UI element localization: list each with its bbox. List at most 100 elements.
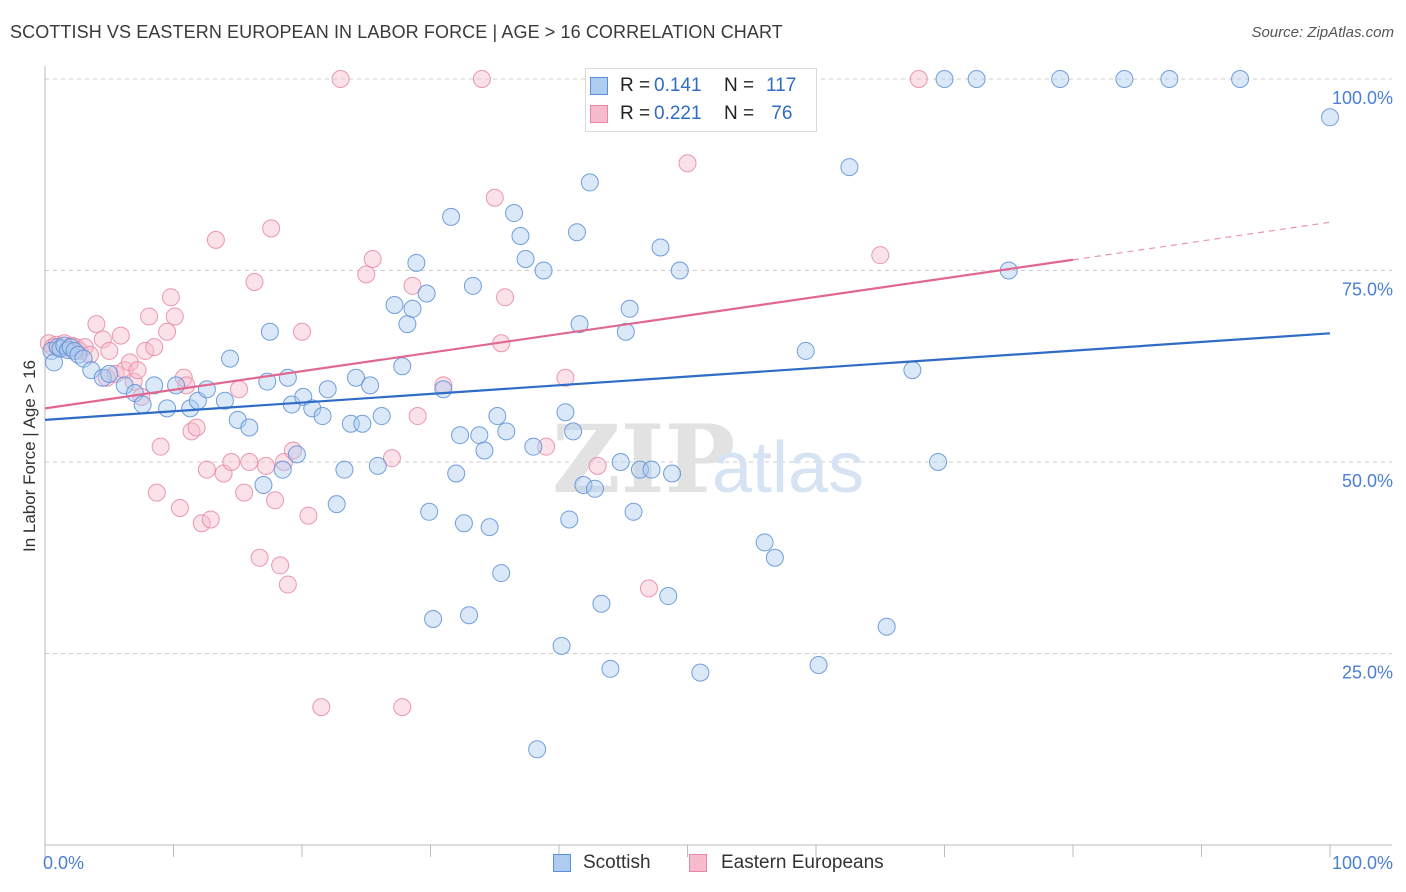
scottish-point bbox=[158, 399, 177, 418]
eastern-europeans-point bbox=[147, 483, 166, 502]
legend-n-value: 117 bbox=[766, 75, 797, 96]
eastern-europeans-point bbox=[158, 322, 177, 341]
y-tick-label: 100.0% bbox=[1332, 88, 1393, 108]
eastern-europeans-point bbox=[87, 315, 106, 334]
scottish-point bbox=[691, 663, 710, 682]
scottish-point bbox=[215, 391, 234, 410]
scottish-point bbox=[570, 315, 589, 334]
scottish-point bbox=[407, 253, 426, 272]
eastern-europeans-point bbox=[240, 453, 259, 471]
scottish-point bbox=[353, 414, 372, 433]
scottish-point bbox=[624, 502, 643, 521]
scottish-points bbox=[42, 70, 1339, 759]
scottish-point bbox=[133, 395, 152, 414]
scottish-point bbox=[534, 261, 553, 280]
eastern-europeans-point bbox=[393, 698, 412, 717]
eastern-europeans-point bbox=[93, 330, 112, 349]
scottish-point bbox=[877, 617, 896, 636]
watermark-zip: ZIP bbox=[552, 405, 735, 515]
eastern-europeans-point bbox=[278, 575, 297, 594]
scottish-point bbox=[181, 399, 200, 418]
legend-r-label: R = bbox=[620, 75, 651, 96]
eastern-europeans-trend-line bbox=[44, 258, 1074, 410]
scottish-point bbox=[346, 368, 365, 387]
eastern-europeans-point bbox=[271, 556, 290, 575]
scottish-point bbox=[497, 422, 516, 441]
eastern-europeans-point bbox=[266, 491, 285, 510]
scottish-point bbox=[254, 475, 273, 494]
scottish-point bbox=[327, 495, 346, 514]
legend-n-value: 76 bbox=[766, 103, 793, 124]
scottish-point bbox=[303, 399, 322, 418]
eastern-europeans-trend-extension bbox=[1072, 221, 1331, 261]
scottish-point bbox=[659, 587, 678, 606]
scottish-point bbox=[516, 250, 535, 269]
eastern-europeans-point bbox=[408, 407, 427, 426]
tick-labels: 25.0% 50.0% 75.0% 100.0% 0.0% 100.0% bbox=[43, 88, 1393, 873]
scottish-point bbox=[434, 380, 453, 399]
legend-row-eastern-europeans: R = 0.221 N = 76 bbox=[586, 100, 816, 128]
eastern-europeans-point bbox=[235, 483, 254, 502]
eastern-europeans-points bbox=[39, 70, 928, 717]
scottish-point bbox=[670, 261, 689, 280]
scottish-point bbox=[451, 426, 470, 445]
scottish-point bbox=[601, 659, 620, 678]
scottish-point bbox=[368, 456, 387, 475]
scottish-point bbox=[967, 70, 986, 88]
scottish-point bbox=[651, 238, 670, 257]
eastern-europeans-point bbox=[312, 698, 331, 717]
scottish-point bbox=[1321, 108, 1339, 127]
scottish-point bbox=[470, 426, 489, 445]
scottish-point bbox=[611, 453, 630, 471]
eastern-europeans-point bbox=[206, 230, 225, 249]
scottish-point bbox=[447, 464, 466, 483]
scottish-point bbox=[488, 407, 507, 426]
stats-legend: R = 0.141 N = 117 R = 0.221 N = 76 bbox=[585, 68, 817, 132]
y-tick-label: 50.0% bbox=[1342, 471, 1393, 491]
scottish-point bbox=[361, 376, 380, 395]
eastern-europeans-point bbox=[250, 548, 269, 567]
scottish-point bbox=[524, 437, 543, 456]
eastern-europeans-point bbox=[145, 338, 164, 357]
scottish-point bbox=[287, 445, 306, 464]
eastern-europeans-point bbox=[201, 510, 220, 529]
scottish-point bbox=[420, 502, 439, 521]
scottish-point bbox=[1051, 70, 1070, 88]
scottish-point bbox=[796, 341, 815, 360]
scottish-point bbox=[313, 407, 332, 426]
scottish-point bbox=[403, 299, 422, 318]
scottish-point bbox=[59, 341, 78, 360]
scottish-point bbox=[809, 655, 828, 674]
scottish-point bbox=[460, 606, 479, 625]
scottish-point bbox=[556, 403, 575, 422]
eastern-europeans-point bbox=[472, 70, 491, 88]
scottish-point bbox=[765, 548, 784, 567]
scottish-point bbox=[335, 460, 354, 479]
eastern-europeans-point bbox=[230, 380, 249, 399]
source-label: Source: ZipAtlas.com bbox=[1251, 24, 1394, 41]
eastern-europeans-point bbox=[257, 456, 276, 475]
legend-n-label: N = bbox=[724, 103, 755, 124]
scottish-point bbox=[505, 204, 524, 223]
legend-label-eastern-europeans: Eastern Europeans bbox=[721, 852, 884, 873]
eastern-europeans-point bbox=[111, 326, 130, 345]
scottish-point bbox=[273, 460, 292, 479]
scottish-point bbox=[100, 364, 119, 383]
scottish-point bbox=[642, 460, 661, 479]
scottish-point bbox=[385, 295, 404, 314]
legend-swatch-pink bbox=[590, 105, 608, 123]
scottish-point bbox=[620, 299, 639, 318]
scottish-point bbox=[755, 533, 774, 552]
eastern-europeans-point bbox=[639, 579, 658, 598]
legend-n-label: N = bbox=[724, 75, 755, 96]
legend-swatch-scottish bbox=[553, 854, 571, 872]
eastern-europeans-point bbox=[192, 514, 211, 533]
scottish-point bbox=[398, 315, 417, 334]
eastern-europeans-point bbox=[262, 219, 281, 238]
scottish-point bbox=[574, 475, 593, 494]
legend-r-value: 0.141 bbox=[654, 75, 702, 96]
eastern-europeans-point bbox=[909, 70, 928, 88]
eastern-europeans-point bbox=[136, 341, 155, 360]
eastern-europeans-point bbox=[128, 361, 147, 380]
eastern-europeans-point bbox=[331, 70, 350, 88]
